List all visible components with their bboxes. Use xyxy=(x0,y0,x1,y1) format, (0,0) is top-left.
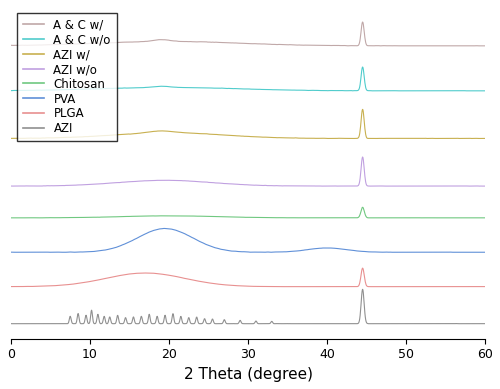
Chitosan xyxy=(8,216,14,220)
A & C w/o xyxy=(71,87,77,92)
A & C w/ xyxy=(482,44,488,48)
AZI xyxy=(168,320,174,325)
AZI xyxy=(214,321,220,326)
PLGA xyxy=(8,284,14,289)
AZI xyxy=(8,321,14,326)
Line: AZI w/o: AZI w/o xyxy=(11,157,485,186)
Line: A & C w/o: A & C w/o xyxy=(11,67,485,91)
Line: PVA: PVA xyxy=(11,228,485,252)
A & C w/o xyxy=(360,65,366,69)
AZI w/o xyxy=(214,180,220,185)
Chitosan xyxy=(19,216,25,220)
AZI w/o xyxy=(88,182,94,187)
AZI xyxy=(8,321,14,326)
AZI w/ xyxy=(88,134,94,139)
Legend: A & C w/, A & C w/o, AZI w/, AZI w/o, Chitosan, PVA, PLGA, AZI: A & C w/, A & C w/o, AZI w/, AZI w/o, Ch… xyxy=(17,13,116,141)
PLGA xyxy=(88,279,94,284)
A & C w/o xyxy=(168,84,173,89)
AZI w/ xyxy=(360,107,366,112)
Chitosan xyxy=(71,215,77,220)
A & C w/o xyxy=(369,88,375,93)
AZI w/ xyxy=(214,132,220,137)
X-axis label: 2 Theta (degree): 2 Theta (degree) xyxy=(184,367,312,382)
PLGA xyxy=(482,284,488,289)
PLGA xyxy=(14,284,20,289)
AZI w/o xyxy=(360,155,366,159)
A & C w/o xyxy=(482,88,488,93)
PVA xyxy=(168,227,174,231)
A & C w/ xyxy=(71,42,77,46)
Line: PLGA: PLGA xyxy=(11,268,485,287)
AZI w/o xyxy=(9,184,15,188)
AZI w/ xyxy=(168,129,173,134)
PLGA xyxy=(168,273,174,278)
A & C w/o xyxy=(88,87,94,91)
PVA xyxy=(88,249,94,254)
AZI w/ xyxy=(257,135,263,139)
A & C w/o xyxy=(214,86,220,91)
Line: A & C w/: A & C w/ xyxy=(11,22,485,46)
AZI w/ xyxy=(71,135,77,140)
AZI w/ xyxy=(8,136,14,141)
AZI xyxy=(482,321,488,326)
A & C w/ xyxy=(368,44,374,48)
PLGA xyxy=(71,282,77,286)
A & C w/ xyxy=(88,41,94,46)
Chitosan xyxy=(268,216,274,220)
A & C w/ xyxy=(360,20,366,25)
Line: Chitosan: Chitosan xyxy=(11,207,485,218)
Line: AZI w/: AZI w/ xyxy=(11,109,485,138)
A & C w/o xyxy=(257,87,263,92)
Chitosan xyxy=(88,215,94,220)
Chitosan xyxy=(482,216,488,220)
PVA xyxy=(258,250,264,254)
A & C w/ xyxy=(8,43,14,47)
A & C w/o xyxy=(8,88,14,93)
AZI w/ xyxy=(267,135,273,140)
Chitosan xyxy=(168,214,174,218)
PLGA xyxy=(268,284,274,289)
AZI xyxy=(71,321,77,326)
Chitosan xyxy=(214,214,220,219)
PLGA xyxy=(258,284,264,289)
AZI w/o xyxy=(482,184,488,188)
AZI xyxy=(268,321,274,325)
PVA xyxy=(10,250,16,254)
A & C w/o xyxy=(267,87,273,92)
AZI xyxy=(88,309,94,314)
AZI w/o xyxy=(268,183,274,188)
A & C w/ xyxy=(214,40,220,45)
AZI w/ xyxy=(482,136,488,141)
A & C w/ xyxy=(267,42,273,47)
PLGA xyxy=(360,266,366,270)
PVA xyxy=(214,246,220,251)
PVA xyxy=(162,226,168,231)
AZI xyxy=(258,321,264,326)
AZI w/o xyxy=(168,178,174,183)
A & C w/ xyxy=(168,38,173,43)
A & C w/ xyxy=(257,42,263,46)
AZI w/o xyxy=(258,183,264,187)
AZI xyxy=(360,287,366,292)
PVA xyxy=(482,250,488,254)
Chitosan xyxy=(258,215,264,220)
PVA xyxy=(8,250,14,254)
PVA xyxy=(71,250,77,254)
Chitosan xyxy=(360,205,366,210)
AZI w/o xyxy=(8,184,14,188)
AZI w/ xyxy=(324,136,330,141)
AZI w/o xyxy=(71,183,77,187)
PLGA xyxy=(214,282,220,286)
Line: AZI: AZI xyxy=(11,289,485,324)
PVA xyxy=(268,250,274,254)
